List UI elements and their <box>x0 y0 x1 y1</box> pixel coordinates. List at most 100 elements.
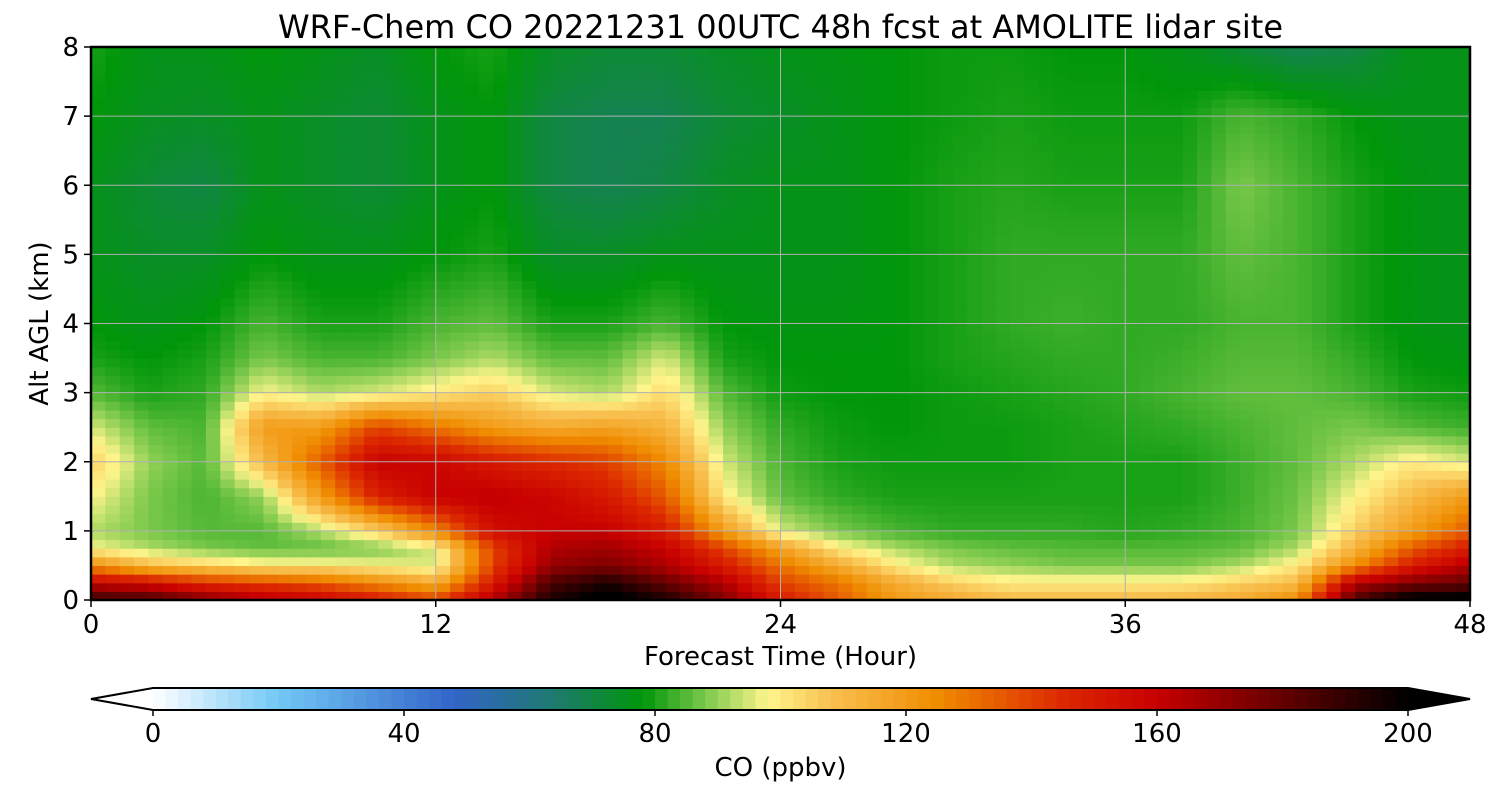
heatmap-cell <box>1398 159 1414 169</box>
heatmap-cell <box>148 582 164 592</box>
heatmap-cell <box>421 245 437 255</box>
heatmap-cell <box>636 461 652 471</box>
heatmap-cell <box>1240 539 1256 549</box>
heatmap-cell <box>823 504 839 515</box>
heatmap-cell <box>1398 358 1414 368</box>
heatmap-cell <box>306 150 322 160</box>
heatmap-cell <box>708 487 724 497</box>
heatmap-cell <box>1053 435 1069 446</box>
heatmap-cell <box>191 340 207 351</box>
heatmap-cell <box>679 418 695 428</box>
heatmap-cell <box>651 530 667 541</box>
heatmap-cell <box>205 375 221 385</box>
heatmap-cell <box>1383 582 1399 592</box>
heatmap-cell <box>191 444 207 454</box>
heatmap-cell <box>837 297 853 307</box>
heatmap-cell <box>205 453 221 463</box>
heatmap-cell <box>493 392 509 402</box>
heatmap-cell <box>852 409 868 420</box>
heatmap-cell <box>766 245 782 255</box>
heatmap-cell <box>162 409 178 420</box>
heatmap-cell <box>392 176 408 186</box>
heatmap-cell <box>105 530 121 541</box>
heatmap-cell <box>780 297 796 307</box>
heatmap-cell <box>306 228 322 238</box>
heatmap-cell <box>579 202 595 212</box>
heatmap-cell <box>1340 548 1356 558</box>
heatmap-cell <box>766 401 782 411</box>
heatmap-cell <box>1225 228 1241 238</box>
heatmap-cell <box>1096 591 1112 600</box>
heatmap-cell <box>249 185 264 195</box>
heatmap-cell <box>1067 556 1083 567</box>
heatmap-cell <box>1039 556 1055 567</box>
heatmap-cell <box>1053 444 1069 454</box>
heatmap-cell <box>751 332 767 342</box>
heatmap-cell <box>1369 383 1385 394</box>
heatmap-cell <box>809 565 825 575</box>
heatmap-cell <box>119 418 135 428</box>
heatmap-cell <box>1369 159 1385 169</box>
heatmap-cell <box>895 383 911 394</box>
heatmap-cell <box>967 263 983 273</box>
heatmap-cell <box>91 444 106 454</box>
heatmap-cell <box>1053 375 1069 385</box>
heatmap-cell <box>981 263 997 273</box>
heatmap-cell <box>493 582 509 592</box>
heatmap-cell <box>1024 556 1040 567</box>
heatmap-cell <box>565 314 580 325</box>
heatmap-cell <box>191 167 207 178</box>
heatmap-cell <box>464 487 480 497</box>
heatmap-cell <box>981 487 997 497</box>
heatmap-cell <box>392 565 408 575</box>
heatmap-cell <box>636 219 652 230</box>
heatmap-cell <box>823 167 839 178</box>
heatmap-cell <box>407 513 422 523</box>
heatmap-cell <box>1383 392 1399 402</box>
heatmap-cell <box>565 211 580 221</box>
heatmap-cell <box>766 435 782 446</box>
heatmap-cell <box>464 245 480 255</box>
heatmap-cell <box>981 306 997 316</box>
heatmap-cell <box>1369 582 1385 592</box>
heatmap-cell <box>694 340 710 351</box>
heatmap-cell <box>191 193 207 204</box>
heatmap-cell <box>852 539 868 549</box>
heatmap-cell <box>1240 211 1256 221</box>
heatmap-cell <box>837 375 853 385</box>
heatmap-cell <box>981 435 997 446</box>
heatmap-cell <box>895 358 911 368</box>
heatmap-cell <box>1340 556 1356 567</box>
heatmap-cell <box>1340 185 1356 195</box>
heatmap-cell <box>1225 323 1241 333</box>
heatmap-cell <box>967 254 983 264</box>
heatmap-cell <box>708 479 724 489</box>
heatmap-cell <box>392 263 408 273</box>
heatmap-cell <box>780 418 796 428</box>
heatmap-cell <box>622 556 638 567</box>
heatmap-cell <box>608 211 624 221</box>
heatmap-cell <box>1039 574 1055 584</box>
heatmap-cell <box>263 159 279 169</box>
heatmap-cell <box>450 211 466 221</box>
heatmap-cell <box>1326 176 1342 186</box>
heatmap-cell <box>823 444 839 454</box>
heatmap-cell <box>1211 427 1227 437</box>
heatmap-cell <box>766 306 782 316</box>
heatmap-cell <box>478 358 494 368</box>
heatmap-cell <box>550 314 566 325</box>
heatmap-cell <box>751 211 767 221</box>
heatmap-cell <box>981 513 997 523</box>
heatmap-cell <box>1340 513 1356 523</box>
heatmap-cell <box>608 237 624 247</box>
heatmap-cell <box>521 504 537 515</box>
heatmap-cell <box>852 245 868 255</box>
heatmap-cell <box>622 202 638 212</box>
heatmap-cell <box>1110 349 1126 359</box>
heatmap-cell <box>1355 159 1371 169</box>
heatmap-cell <box>1225 167 1241 178</box>
heatmap-cell <box>407 306 422 316</box>
heatmap-cell <box>823 556 839 567</box>
heatmap-cell <box>579 254 595 264</box>
heatmap-cell <box>579 193 595 204</box>
